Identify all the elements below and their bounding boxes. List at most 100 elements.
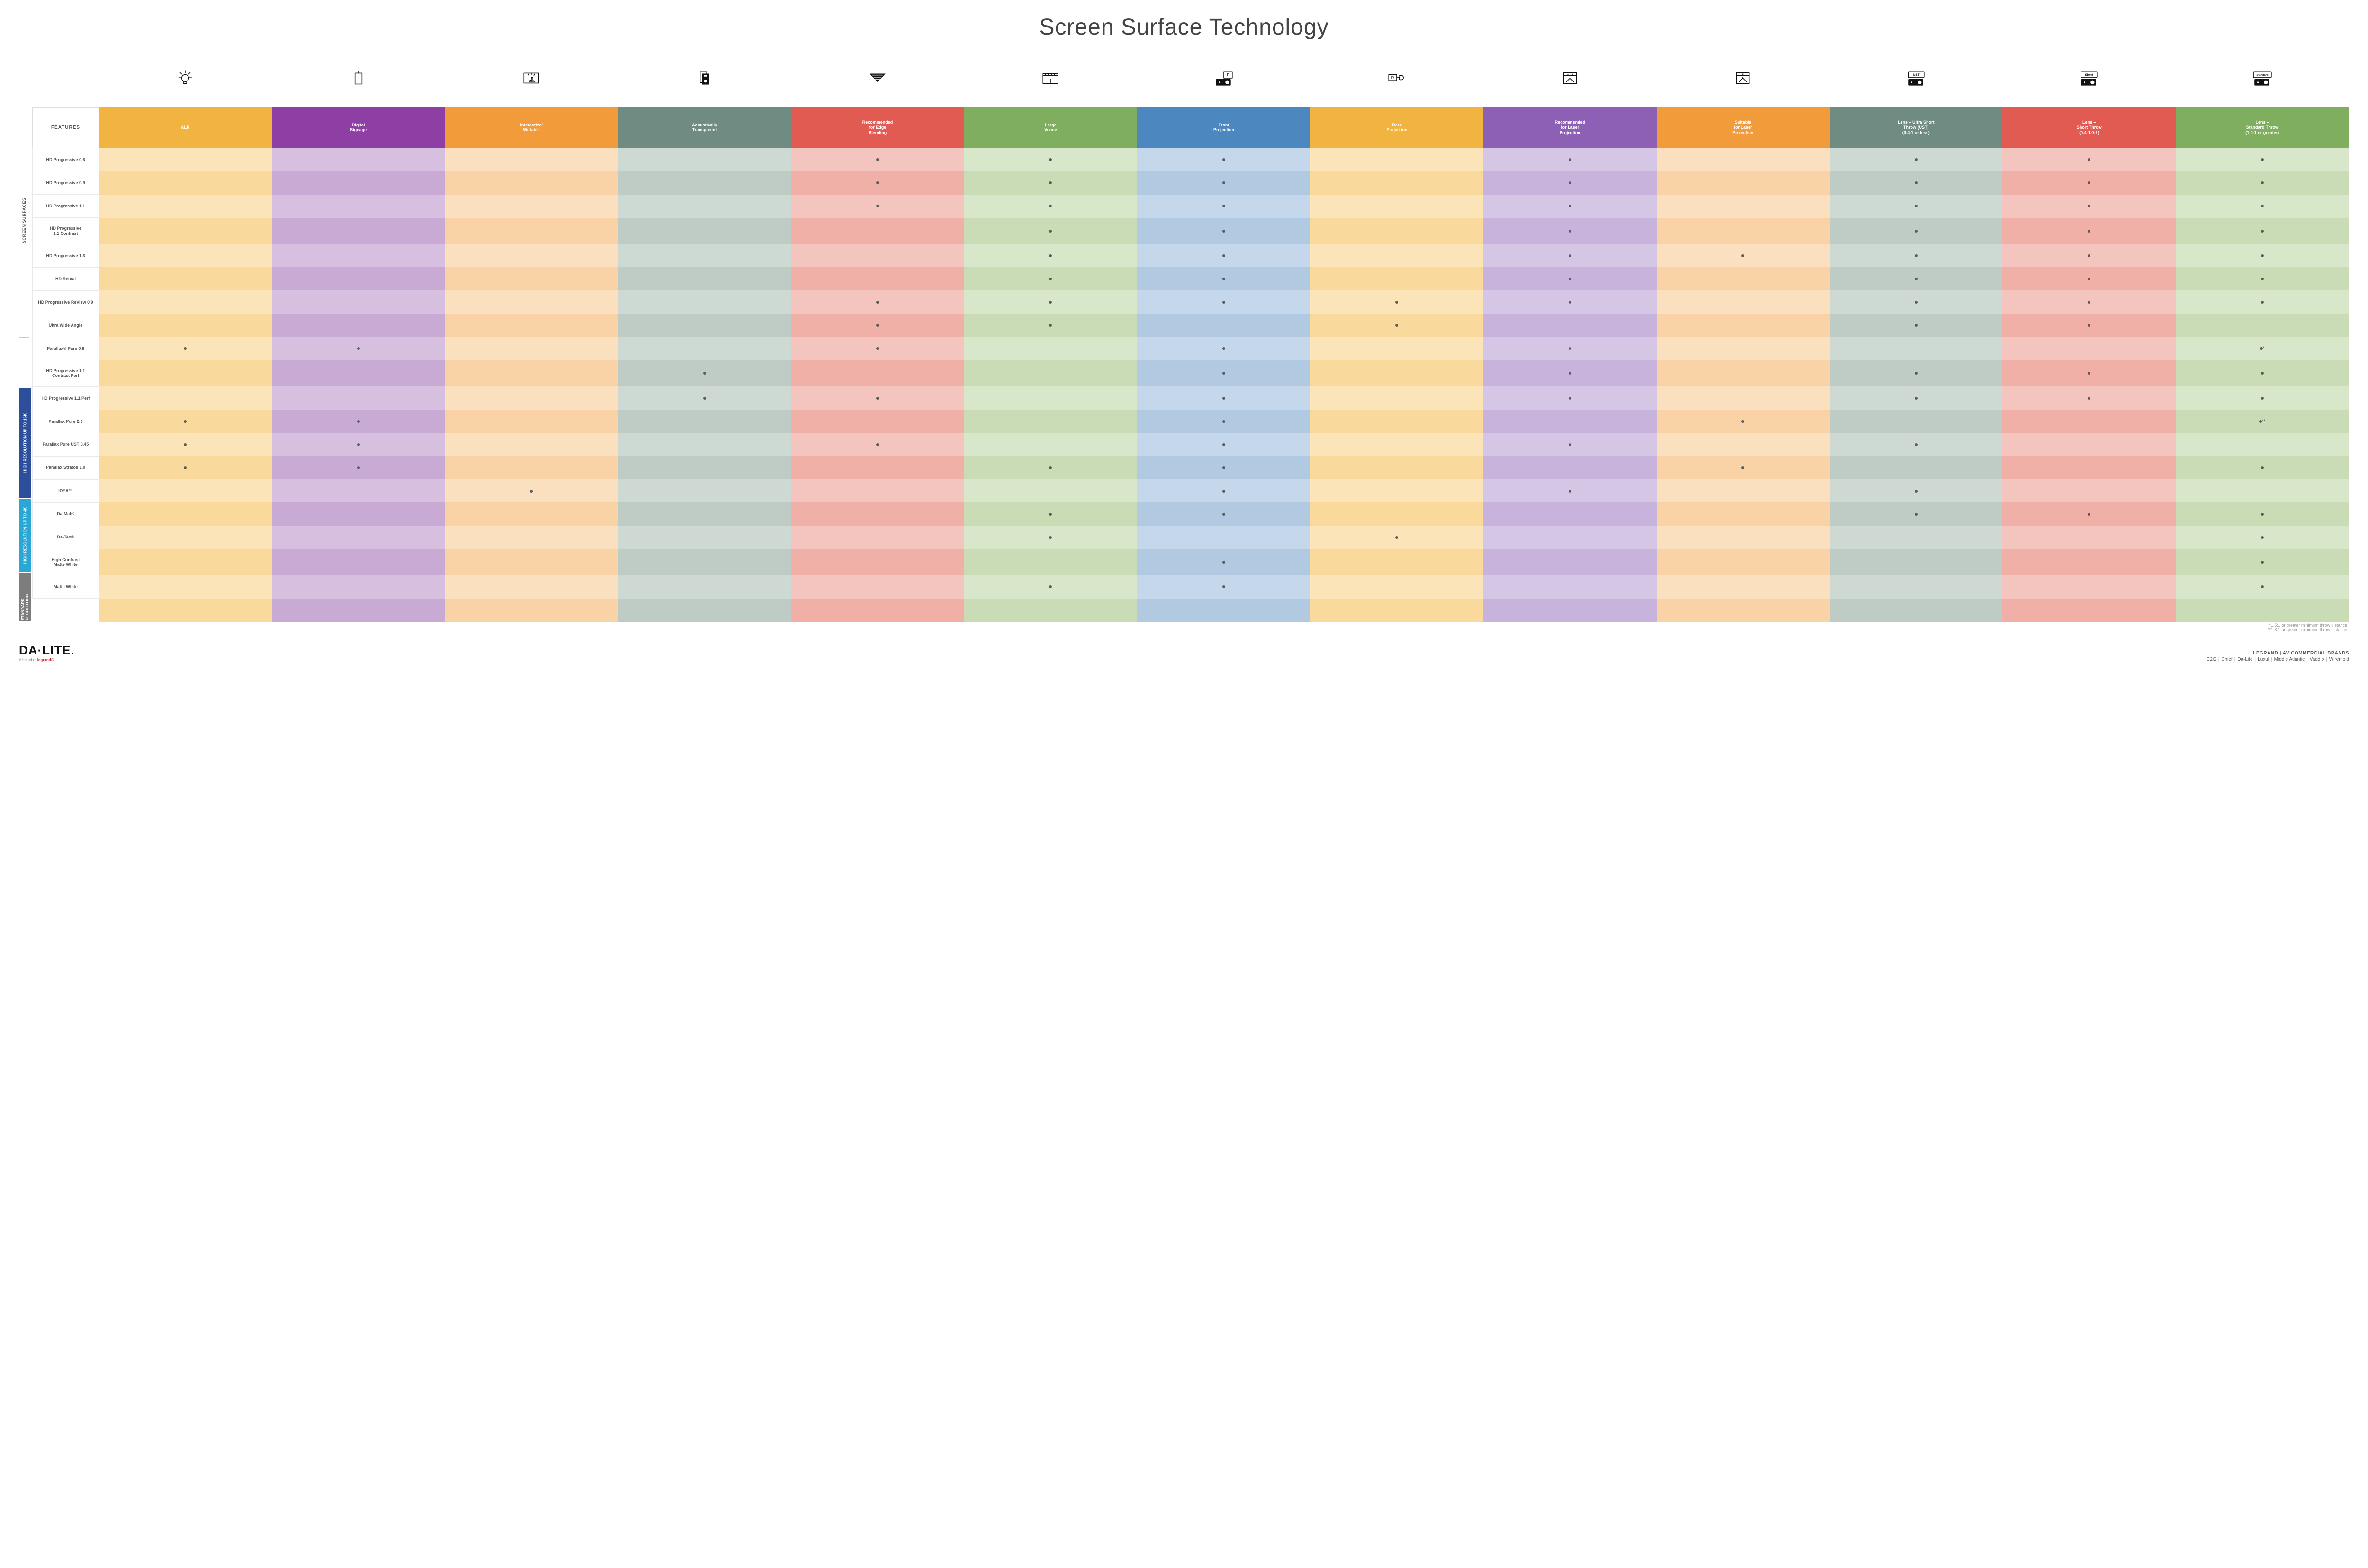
- cell-front: [1137, 148, 1310, 171]
- cell-ust: [1830, 360, 2002, 386]
- cell-rlaser: [1483, 456, 1656, 479]
- cell-edge: [791, 526, 964, 549]
- cell-slaser: [1657, 526, 1830, 549]
- cell-edge: [791, 267, 964, 290]
- cell-std: [2176, 195, 2349, 218]
- cell-ust: [1830, 218, 2002, 244]
- cell-std: [2176, 171, 2349, 195]
- cell-ust: [1830, 314, 2002, 337]
- cell-edge: [791, 433, 964, 456]
- cell-slaser: [1657, 433, 1830, 456]
- cell-large: [964, 218, 1137, 244]
- cell-edge: [791, 410, 964, 433]
- cell-alr: [99, 218, 272, 244]
- cell-alr: [99, 549, 272, 575]
- cell-ust: [1830, 337, 2002, 360]
- row-label: HD Progressive1.1 Contrast: [33, 218, 99, 244]
- cell-slaser: [1657, 171, 1830, 195]
- cell-rear: [1310, 479, 1483, 502]
- cell-slaser: [1657, 314, 1830, 337]
- cell-inter: [445, 148, 618, 171]
- cell-ust: [1830, 575, 2002, 599]
- column-header-acous: AcousticallyTransparent: [618, 107, 791, 148]
- cell-ust: [1830, 290, 2002, 314]
- cell-slaser: [1657, 386, 1830, 410]
- side-label-outer: SCREEN SURFACES: [19, 104, 29, 338]
- row-label: Parallax Stratos 1.0: [33, 456, 99, 479]
- cell-short: [2002, 479, 2175, 502]
- cell-rear: [1310, 502, 1483, 526]
- cell-acous: [618, 337, 791, 360]
- cell-ust: [1830, 549, 2002, 575]
- cell-dsign: [272, 148, 445, 171]
- column-header-alr: ALR: [99, 107, 272, 148]
- std-icon: Standard: [2176, 54, 2349, 107]
- svg-text:★★★: ★★★: [1567, 73, 1573, 76]
- cell-rlaser: [1483, 410, 1656, 433]
- cell-ust: [1830, 244, 2002, 267]
- cell-dsign: [272, 575, 445, 599]
- cell-short: [2002, 218, 2175, 244]
- cell-large: [964, 244, 1137, 267]
- footer-right: LEGRAND | AV COMMERCIAL BRANDS C2G|Chief…: [2207, 651, 2349, 662]
- cell-front: [1137, 549, 1310, 575]
- cell-inter: [445, 218, 618, 244]
- cell-slaser: [1657, 456, 1830, 479]
- cell-short: [2002, 195, 2175, 218]
- cell-dsign: [272, 479, 445, 502]
- cell-rear: [1310, 433, 1483, 456]
- cell-front: [1137, 386, 1310, 410]
- large-icon: [964, 54, 1137, 107]
- cell-large: [964, 526, 1137, 549]
- cell-alr: [99, 290, 272, 314]
- front-icon: F: [1137, 54, 1310, 107]
- cell-acous: [618, 360, 791, 386]
- cell-large: [964, 575, 1137, 599]
- column-header-ust: Lens – Ultra ShortThrow (UST)(0.4:1 or l…: [1830, 107, 2002, 148]
- cell-std: [2176, 526, 2349, 549]
- cell-std: [2176, 148, 2349, 171]
- cell-rlaser: [1483, 526, 1656, 549]
- cell-front: [1137, 410, 1310, 433]
- cell-alr: [99, 244, 272, 267]
- cell-slaser: [1657, 218, 1830, 244]
- column-header-dsign: DigitalSignage: [272, 107, 445, 148]
- cell-dsign: [272, 290, 445, 314]
- cell-large: [964, 433, 1137, 456]
- cell-front: [1137, 479, 1310, 502]
- cell-ust: [1830, 148, 2002, 171]
- cell-short: [2002, 244, 2175, 267]
- cell-front: [1137, 290, 1310, 314]
- cell-alr: [99, 526, 272, 549]
- cell-acous: [618, 433, 791, 456]
- cell-edge: [791, 456, 964, 479]
- cell-alr: [99, 502, 272, 526]
- cell-std: [2176, 549, 2349, 575]
- cell-alr: [99, 456, 272, 479]
- cell-ust: [1830, 386, 2002, 410]
- cell-inter: [445, 337, 618, 360]
- row-label: Da-Tex®: [33, 526, 99, 549]
- cell-front: [1137, 218, 1310, 244]
- cell-rear: [1310, 218, 1483, 244]
- comparison-table: FR★★★★USTShortStandardFEATURESALRDigital…: [32, 54, 2349, 622]
- cell-large: [964, 386, 1137, 410]
- cell-ust: [1830, 267, 2002, 290]
- cell-slaser: [1657, 360, 1830, 386]
- cell-std: [2176, 290, 2349, 314]
- cell-acous: [618, 244, 791, 267]
- group-label: HIGH RESOLUTION UP TO 4K: [19, 499, 31, 572]
- cell-ust: [1830, 526, 2002, 549]
- svg-text:Standard: Standard: [2256, 74, 2268, 77]
- cell-front: [1137, 526, 1310, 549]
- cell-rear: [1310, 148, 1483, 171]
- cell-large: [964, 360, 1137, 386]
- cell-large: [964, 337, 1137, 360]
- cell-rlaser: [1483, 195, 1656, 218]
- cell-dsign: [272, 549, 445, 575]
- cell-rlaser: [1483, 314, 1656, 337]
- cell-rlaser: [1483, 218, 1656, 244]
- cell-std: [2176, 360, 2349, 386]
- cell-inter: [445, 575, 618, 599]
- cell-large: [964, 195, 1137, 218]
